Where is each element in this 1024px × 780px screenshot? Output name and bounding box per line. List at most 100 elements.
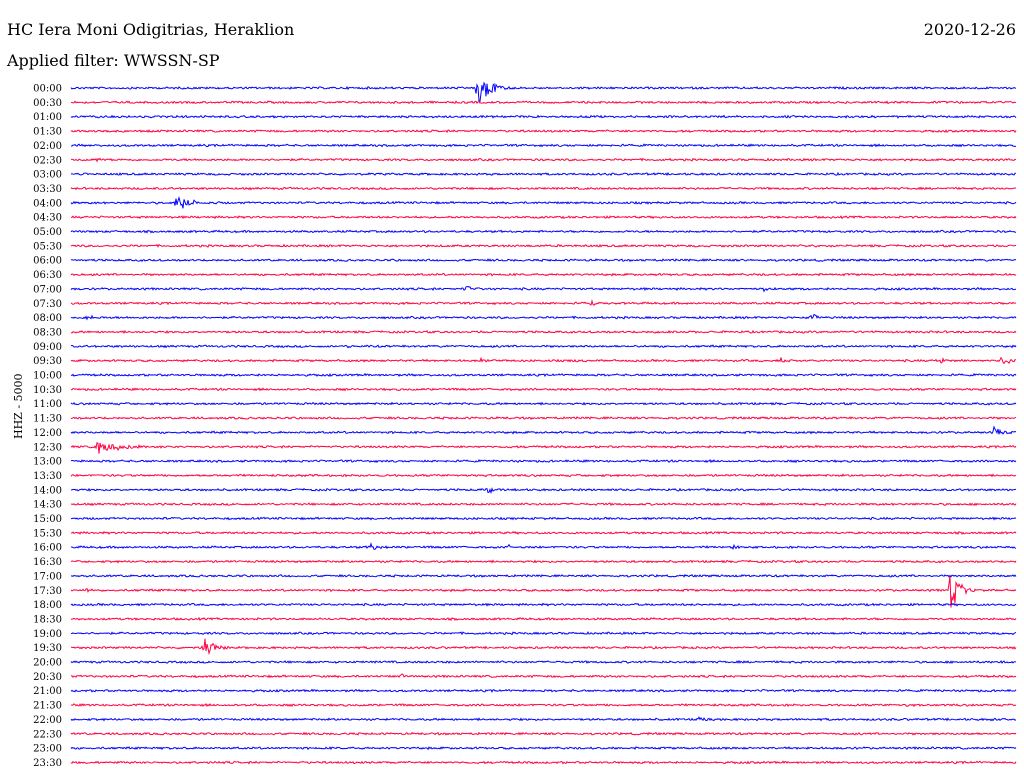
row-time-label: 23:00 — [33, 744, 62, 755]
trace-line — [70, 344, 1017, 349]
trace-line — [70, 186, 1017, 191]
trace-line — [70, 157, 1017, 163]
trace-line — [70, 602, 1017, 607]
row-time-label: 15:00 — [33, 514, 62, 525]
trace-line — [70, 459, 1017, 464]
trace-line — [70, 559, 1017, 564]
trace-line — [70, 329, 1017, 334]
row-time-label: 18:00 — [33, 600, 62, 611]
trace-line — [70, 702, 1017, 708]
row-time-label: 14:30 — [33, 500, 62, 511]
trace-line — [70, 143, 1017, 148]
trace-line — [70, 487, 1017, 495]
trace-line — [70, 243, 1017, 248]
row-time-label: 07:00 — [33, 284, 62, 295]
row-time-label: 00:30 — [33, 98, 62, 109]
trace-line — [70, 298, 1017, 306]
trace-line — [71, 542, 1017, 551]
row-time-label: 03:00 — [33, 170, 62, 181]
row-time-label: 11:30 — [33, 414, 62, 425]
trace-line — [70, 356, 1017, 365]
trace-line — [70, 746, 1017, 751]
row-time-label: 06:00 — [33, 256, 62, 267]
trace-line — [70, 425, 1017, 435]
row-time-label: 00:00 — [33, 84, 62, 95]
row-time-label: 21:00 — [33, 686, 62, 697]
trace-line — [70, 387, 1017, 392]
row-time-label: 09:30 — [33, 356, 62, 367]
row-time-label: 10:30 — [33, 385, 62, 396]
row-time-label: 22:00 — [33, 715, 62, 726]
trace-line — [70, 673, 1017, 679]
row-time-label: 02:30 — [33, 155, 62, 166]
trace-line — [70, 313, 1017, 321]
row-time-label: 03:30 — [33, 184, 62, 195]
row-time-label: 05:00 — [33, 227, 62, 238]
trace-line — [70, 659, 1017, 665]
trace-line — [70, 442, 1017, 454]
row-time-label: 12:30 — [33, 442, 62, 453]
trace-line — [71, 516, 1017, 521]
trace-line — [70, 401, 1017, 406]
trace-line — [70, 616, 1017, 622]
trace-line — [70, 638, 1017, 656]
row-time-label: 19:30 — [33, 643, 62, 654]
row-time-label: 01:00 — [33, 112, 62, 123]
row-time-label: 13:00 — [33, 457, 62, 468]
trace-line — [70, 415, 1017, 420]
row-time-label: 18:30 — [33, 614, 62, 625]
trace-line — [70, 229, 1016, 234]
date-label: 2020-12-26 — [923, 20, 1016, 39]
trace-line — [70, 631, 1017, 636]
trace-line — [70, 215, 1017, 220]
trace-line — [70, 688, 1017, 693]
row-time-label: 15:30 — [33, 528, 62, 539]
trace-line — [70, 716, 1017, 722]
trace-line — [70, 128, 1017, 134]
trace-line — [70, 731, 1017, 736]
row-time-label: 20:00 — [33, 658, 62, 669]
trace-line — [70, 575, 1017, 608]
row-time-label: 21:30 — [33, 701, 62, 712]
row-time-label: 04:00 — [33, 198, 62, 209]
row-time-label: 14:00 — [33, 485, 62, 496]
trace-line — [70, 258, 1017, 263]
trace-line — [70, 114, 1017, 119]
row-time-label: 17:30 — [33, 586, 62, 597]
row-time-label: 16:00 — [33, 543, 62, 554]
trace-line — [70, 272, 1017, 277]
row-time-label: 12:00 — [33, 428, 62, 439]
row-time-label: 23:30 — [33, 758, 62, 769]
filter-label: Applied filter: WWSSN-SP — [7, 51, 220, 70]
row-time-label: 01:30 — [33, 127, 62, 138]
trace-line — [71, 530, 1017, 536]
row-time-label: 22:30 — [33, 729, 62, 740]
row-time-label: 17:00 — [33, 571, 62, 582]
trace-line — [70, 372, 1017, 378]
row-time-label: 16:30 — [33, 557, 62, 568]
row-time-label: 06:30 — [33, 270, 62, 281]
trace-line — [70, 171, 1017, 177]
row-time-label: 09:00 — [33, 342, 62, 353]
row-time-label: 08:30 — [33, 327, 62, 338]
trace-line — [70, 502, 1017, 507]
row-time-label: 13:30 — [33, 471, 62, 482]
trace-line — [70, 286, 1017, 293]
trace-line — [70, 760, 1017, 765]
row-time-label: 10:00 — [33, 371, 62, 382]
trace-line — [70, 573, 1017, 578]
row-time-label: 04:30 — [33, 213, 62, 224]
row-time-label: 05:30 — [33, 241, 62, 252]
trace-line — [70, 100, 1017, 105]
row-time-label: 11:00 — [33, 399, 62, 410]
row-time-label: 08:00 — [33, 313, 62, 324]
row-time-label: 02:00 — [33, 141, 62, 152]
row-time-label: 19:00 — [33, 629, 62, 640]
station-title: HC Iera Moni Odigitrias, Heraklion — [7, 20, 295, 39]
trace-line — [70, 196, 1017, 209]
row-time-label: 20:30 — [33, 672, 62, 683]
row-time-label: 07:30 — [33, 299, 62, 310]
trace-line — [70, 473, 1017, 478]
trace-line — [70, 81, 1017, 103]
